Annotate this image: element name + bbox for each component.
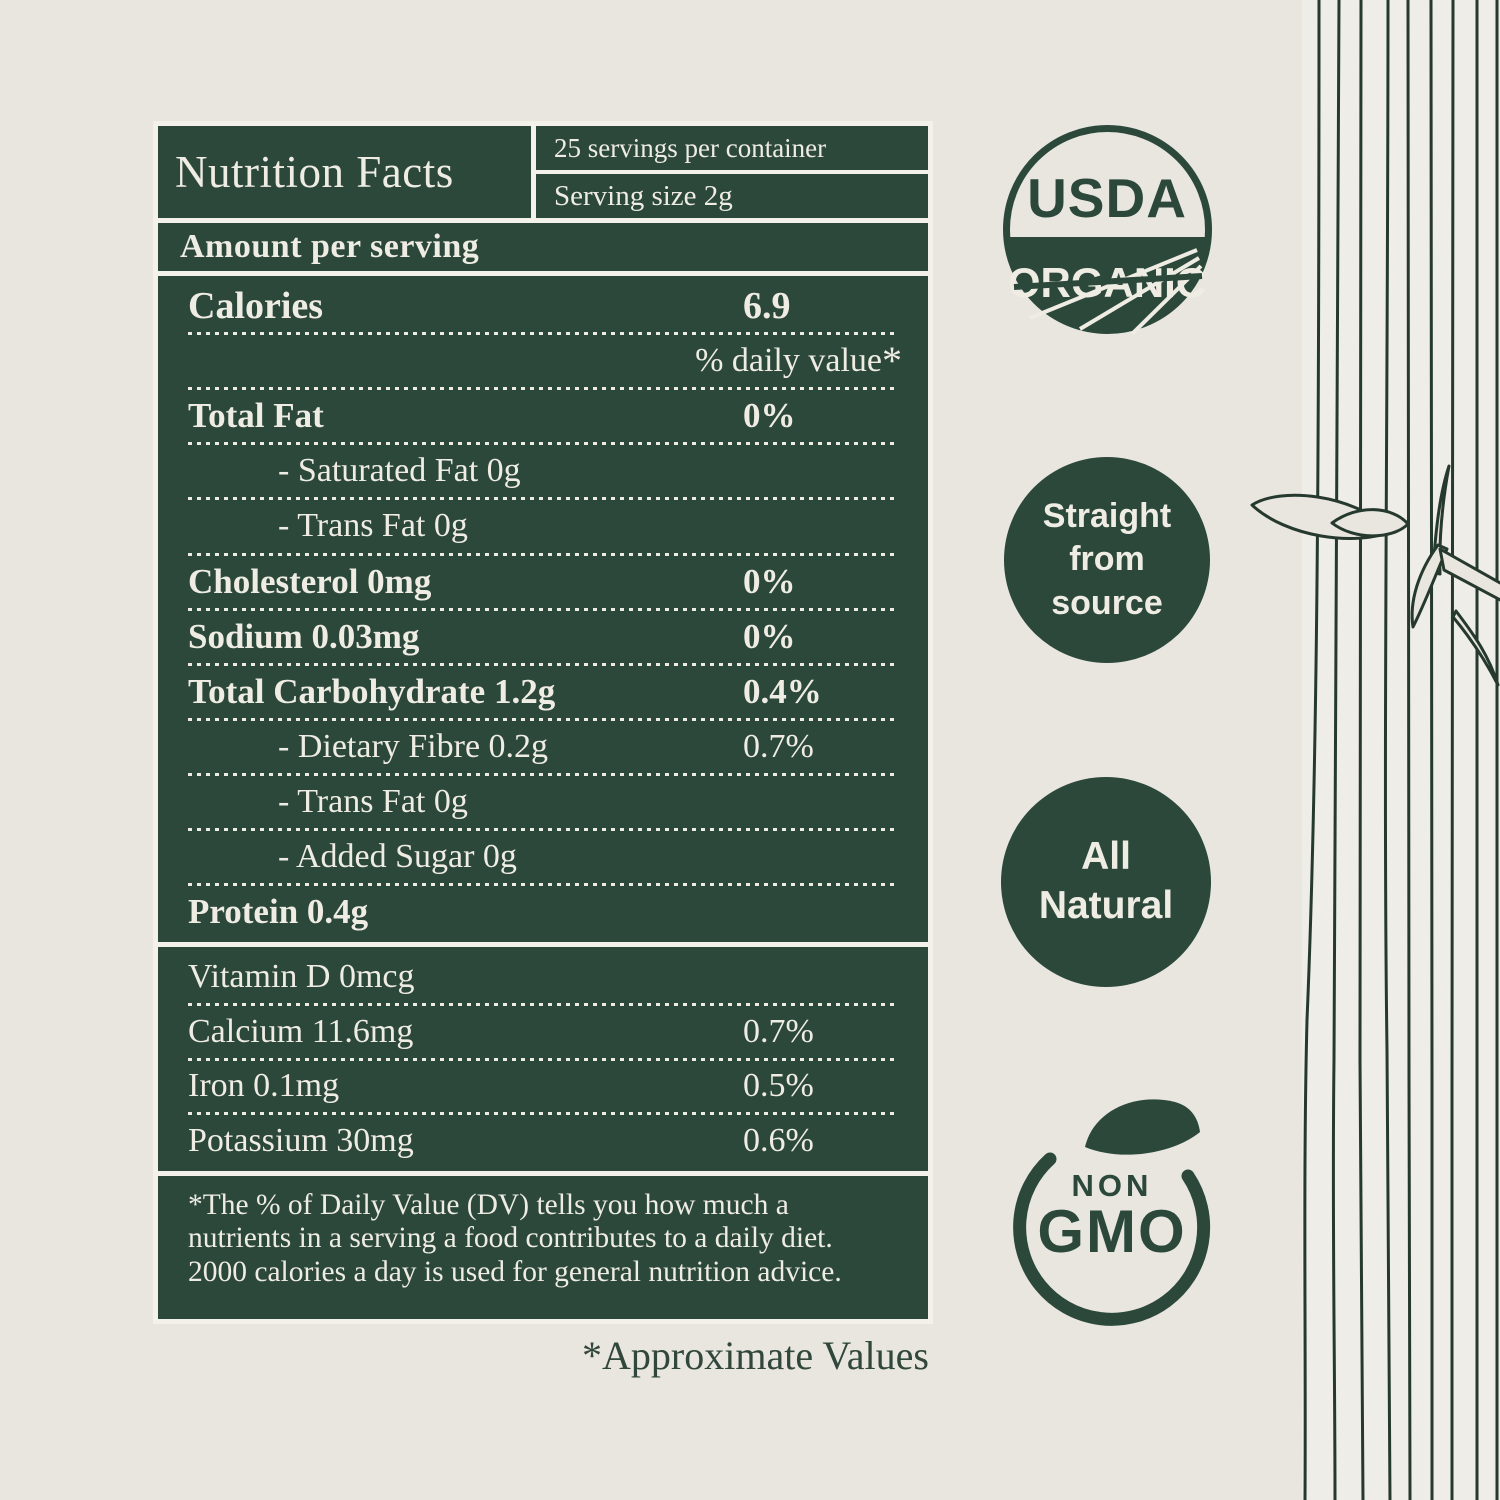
row-value: 0.7% [743,1012,814,1050]
bamboo-stalk-lines [1303,0,1499,1500]
bamboo-panel [1302,0,1500,1500]
row-label: - Dietary Fibre 0.2g [278,727,549,765]
badge-text-line: Straight [1042,497,1172,536]
vitamin-row: Iron 0.1mg 0.5% [158,1061,928,1113]
nutrition-row: Sodium 0.03mg 0% [158,611,928,663]
row-value: 0% [743,616,796,656]
vitamin-row: Vitamin D 0mcg [158,951,928,1003]
servings-per-container: 25 servings per container [536,126,928,174]
row-label: Protein 0.4g [188,892,369,932]
nutrition-row: - Saturated Fat 0g [158,445,928,497]
row-label: Vitamin D 0mcg [188,958,415,996]
nutrition-row: Total Carbohydrate 1.2g 0.4% [158,666,928,718]
non-gmo-ring-arc [1013,1152,1211,1326]
label-header: Nutrition Facts 25 servings per containe… [158,126,928,218]
usda-badge-top-text: USDA [1027,167,1187,229]
dotted-divider [188,607,898,611]
badge-text-line: All [1081,835,1131,879]
row-value: 0.5% [743,1067,814,1105]
daily-value-header-row: % daily value * [695,338,902,384]
nutrition-facts-label: Nutrition Facts 25 servings per containe… [153,121,933,1324]
nutrition-row: Protein 0.4g [158,886,928,938]
usda-badge-strike-line [1013,273,1203,290]
nutrition-row: - Trans Fat 0g [158,500,928,552]
badge-text-line: from [1069,540,1145,579]
calories-label: Calories [188,285,324,328]
row-label: Potassium 30mg [188,1122,414,1160]
dotted-divider [188,552,898,556]
vitamin-row: Potassium 30mg 0.6% [158,1115,928,1167]
daily-value-header: % daily value [695,342,882,380]
dotted-divider [188,662,898,666]
row-label: - Added Sugar 0g [278,838,517,876]
row-value: 0.4% [743,671,822,711]
row-label: Total Fat [188,396,324,436]
amount-per-serving: Amount per serving [158,223,928,271]
non-gmo-bottom-text: GMO [1037,1198,1186,1265]
straight-from-source-badge: Straight from source [1004,457,1210,663]
vitamins-section: Vitamin D 0mcg Calcium 11.6mg 0.7% Iron … [158,947,928,1171]
label-header-right: 25 servings per container Serving size 2… [536,126,928,218]
calories-value: 6.9 [743,285,791,328]
serving-size: Serving size 2g [554,179,733,212]
dotted-divider [188,772,898,776]
nutrients-section: Calories 6.9 % daily value * Total Fat 0%… [158,276,928,943]
dotted-divider [188,332,898,336]
nutrition-row: Total Fat 0% [158,390,928,442]
row-label: Total Carbohydrate 1.2g [188,671,556,711]
daily-value-footnote: *The % of Daily Value (DV) tells you how… [158,1175,928,1319]
badge-text-line: source [1051,583,1163,622]
row-value: 0% [743,561,796,601]
leaf-icon [1085,1099,1200,1155]
row-label: - Saturated Fat 0g [278,452,521,490]
dotted-divider [188,387,898,391]
nutrition-row: - Added Sugar 0g [158,831,928,883]
vitamin-row: Calcium 11.6mg 0.7% [158,1006,928,1058]
dotted-divider [188,717,898,721]
row-label: Sodium 0.03mg [188,616,420,656]
row-label: - Trans Fat 0g [278,783,468,821]
row-label: Cholesterol 0mg [188,561,432,601]
row-value: 0.6% [743,1122,814,1160]
non-gmo-top-text: NON [1072,1168,1153,1203]
usda-organic-badge: USDA ORGANIC [1003,125,1212,336]
dotted-divider [188,883,898,887]
nutrition-row: Cholesterol 0mg 0% [158,556,928,608]
dotted-divider [188,442,898,446]
dotted-divider [188,497,898,501]
row-label: Iron 0.1mg [188,1067,340,1105]
bamboo-illustration [1250,0,1500,1500]
nutrition-row: - Dietary Fibre 0.2g 0.7% [158,721,928,773]
calories-row: Calories 6.9 [158,280,928,332]
dotted-divider [188,1112,898,1116]
dotted-divider [188,828,898,832]
row-label: - Trans Fat 0g [278,507,468,545]
row-label: Calcium 11.6mg [188,1012,414,1050]
approximate-values-note: *Approximate Values [582,1333,929,1378]
row-value: 0% [743,396,796,436]
dotted-divider [188,1057,898,1061]
non-gmo-badge: NON GMO [1013,1099,1211,1326]
all-natural-badge: All Natural [1001,777,1211,987]
nutrition-row: - Trans Fat 0g [158,776,928,828]
row-value: 0.7% [743,727,814,765]
dotted-divider [188,1002,898,1006]
label-title: Nutrition Facts [158,126,536,218]
badge-text-line: Natural [1038,884,1174,927]
bamboo-leaves [1250,464,1500,687]
